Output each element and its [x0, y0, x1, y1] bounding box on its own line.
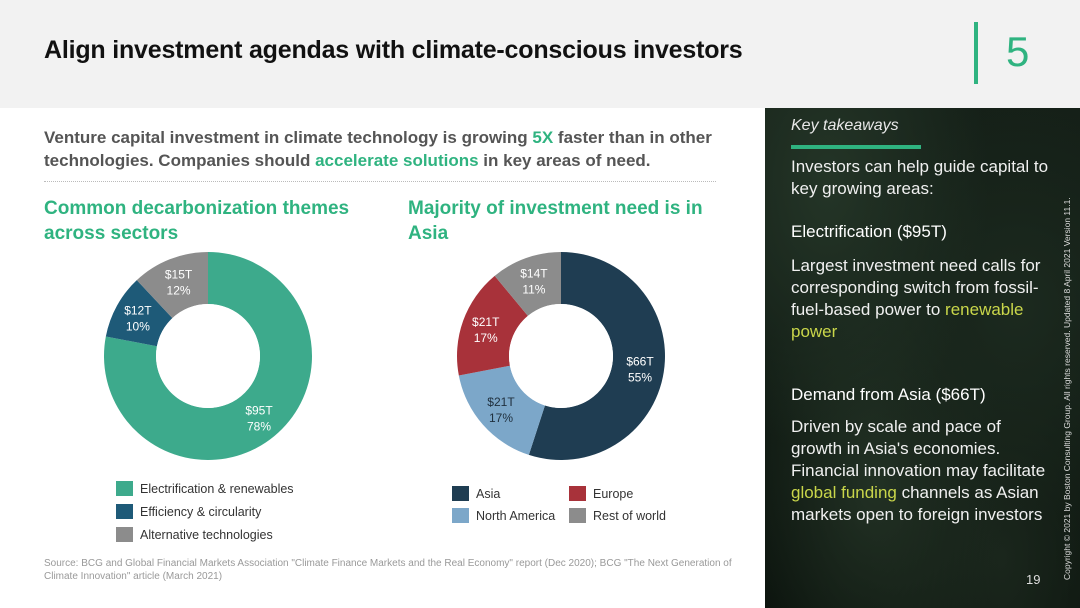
- legend-swatch: [452, 486, 469, 501]
- source-note: Source: BCG and Global Financial Markets…: [44, 558, 732, 582]
- sectors-donut-chart: $95T 78% $12T 10% $15T 12%: [103, 252, 312, 460]
- slice-percent-label: 10%: [126, 319, 150, 333]
- header-band: [0, 0, 1080, 108]
- copyright-notice: Copyright © 2021 by Boston Consulting Gr…: [1062, 197, 1072, 580]
- intro-highlight-accelerate: accelerate solutions: [315, 151, 479, 170]
- slice-value-label: $95T: [245, 404, 273, 418]
- legend-item-efficiency: Efficiency & circularity: [116, 504, 261, 519]
- slice-value-label: $15T: [165, 268, 193, 282]
- legend-item-electrification: Electrification & renewables: [116, 481, 294, 496]
- sidebar-heading-electrification: Electrification ($95T): [791, 222, 947, 241]
- slice-percent-label: 12%: [167, 284, 191, 298]
- section-number: 5: [1006, 28, 1030, 75]
- legend-swatch: [569, 486, 586, 501]
- donut-slice-rest-of-world: [494, 252, 561, 316]
- key-takeaways-panel: Key takeaways Investors can help guide c…: [765, 108, 1080, 608]
- donut-slice-europe: [457, 275, 528, 376]
- donut-slice-efficiency-circularity: [105, 280, 173, 347]
- page-title: Align investment agendas with climate-co…: [44, 36, 743, 64]
- sidebar-text-asia: Driven by scale and pace of growth in As…: [791, 417, 1046, 524]
- legend-swatch: [116, 481, 133, 496]
- dotted-divider: [44, 181, 716, 182]
- slice-value-label: $21T: [487, 395, 515, 409]
- slice-percent-label: 55%: [628, 371, 652, 385]
- donut-slice-asia: [528, 252, 665, 460]
- legend-swatch: [116, 527, 133, 542]
- donut-slice-electrification-renewables: [103, 252, 312, 460]
- left-chart-title: Common decarbonization themes across sec…: [44, 198, 350, 244]
- legend-swatch: [452, 508, 469, 523]
- title-divider: [974, 22, 978, 84]
- slice-value-label: $14T: [520, 267, 548, 281]
- slice-value-label: $21T: [472, 315, 500, 329]
- donut-hole: [156, 304, 260, 408]
- intro-text: Venture capital investment in climate te…: [44, 128, 712, 170]
- page-number: 19: [1026, 572, 1041, 587]
- legend-item-alternative: Alternative technologies: [116, 527, 273, 542]
- slice-percent-label: 17%: [474, 331, 498, 345]
- slice-percent-label: 11%: [522, 283, 545, 297]
- legend-item-europe: Europe: [569, 486, 633, 501]
- legend-swatch: [116, 504, 133, 519]
- legend-item-rest-of-world: Rest of world: [569, 508, 666, 523]
- sidebar-heading-asia: Demand from Asia ($66T): [791, 385, 986, 404]
- donut-slice-north-america: [458, 365, 545, 455]
- sidebar-intro: Investors can help guide capital to key …: [791, 157, 1049, 198]
- slice-value-label: $12T: [124, 303, 152, 317]
- legend-swatch: [569, 508, 586, 523]
- slice-value-label: $66T: [626, 355, 654, 369]
- key-takeaways-label: Key takeaways: [791, 117, 899, 134]
- sidebar-text-electrification: Largest investment need calls for corres…: [791, 256, 1041, 341]
- donut-slice-alternative-technologies: [136, 252, 208, 319]
- intro-highlight-5x: 5X: [532, 128, 554, 147]
- legend-item-asia: Asia: [452, 486, 500, 501]
- donut-hole: [509, 304, 613, 408]
- accent-bar: [791, 145, 921, 149]
- slice-percent-label: 17%: [489, 411, 513, 425]
- regions-donut-chart: $66T 55% $21T 17% $21T 17% $14T 11%: [457, 252, 665, 460]
- legend-item-north-america: North America: [452, 508, 555, 523]
- slice-percent-label: 78%: [247, 420, 271, 434]
- right-chart-title: Majority of investment need is in Asia: [408, 198, 703, 244]
